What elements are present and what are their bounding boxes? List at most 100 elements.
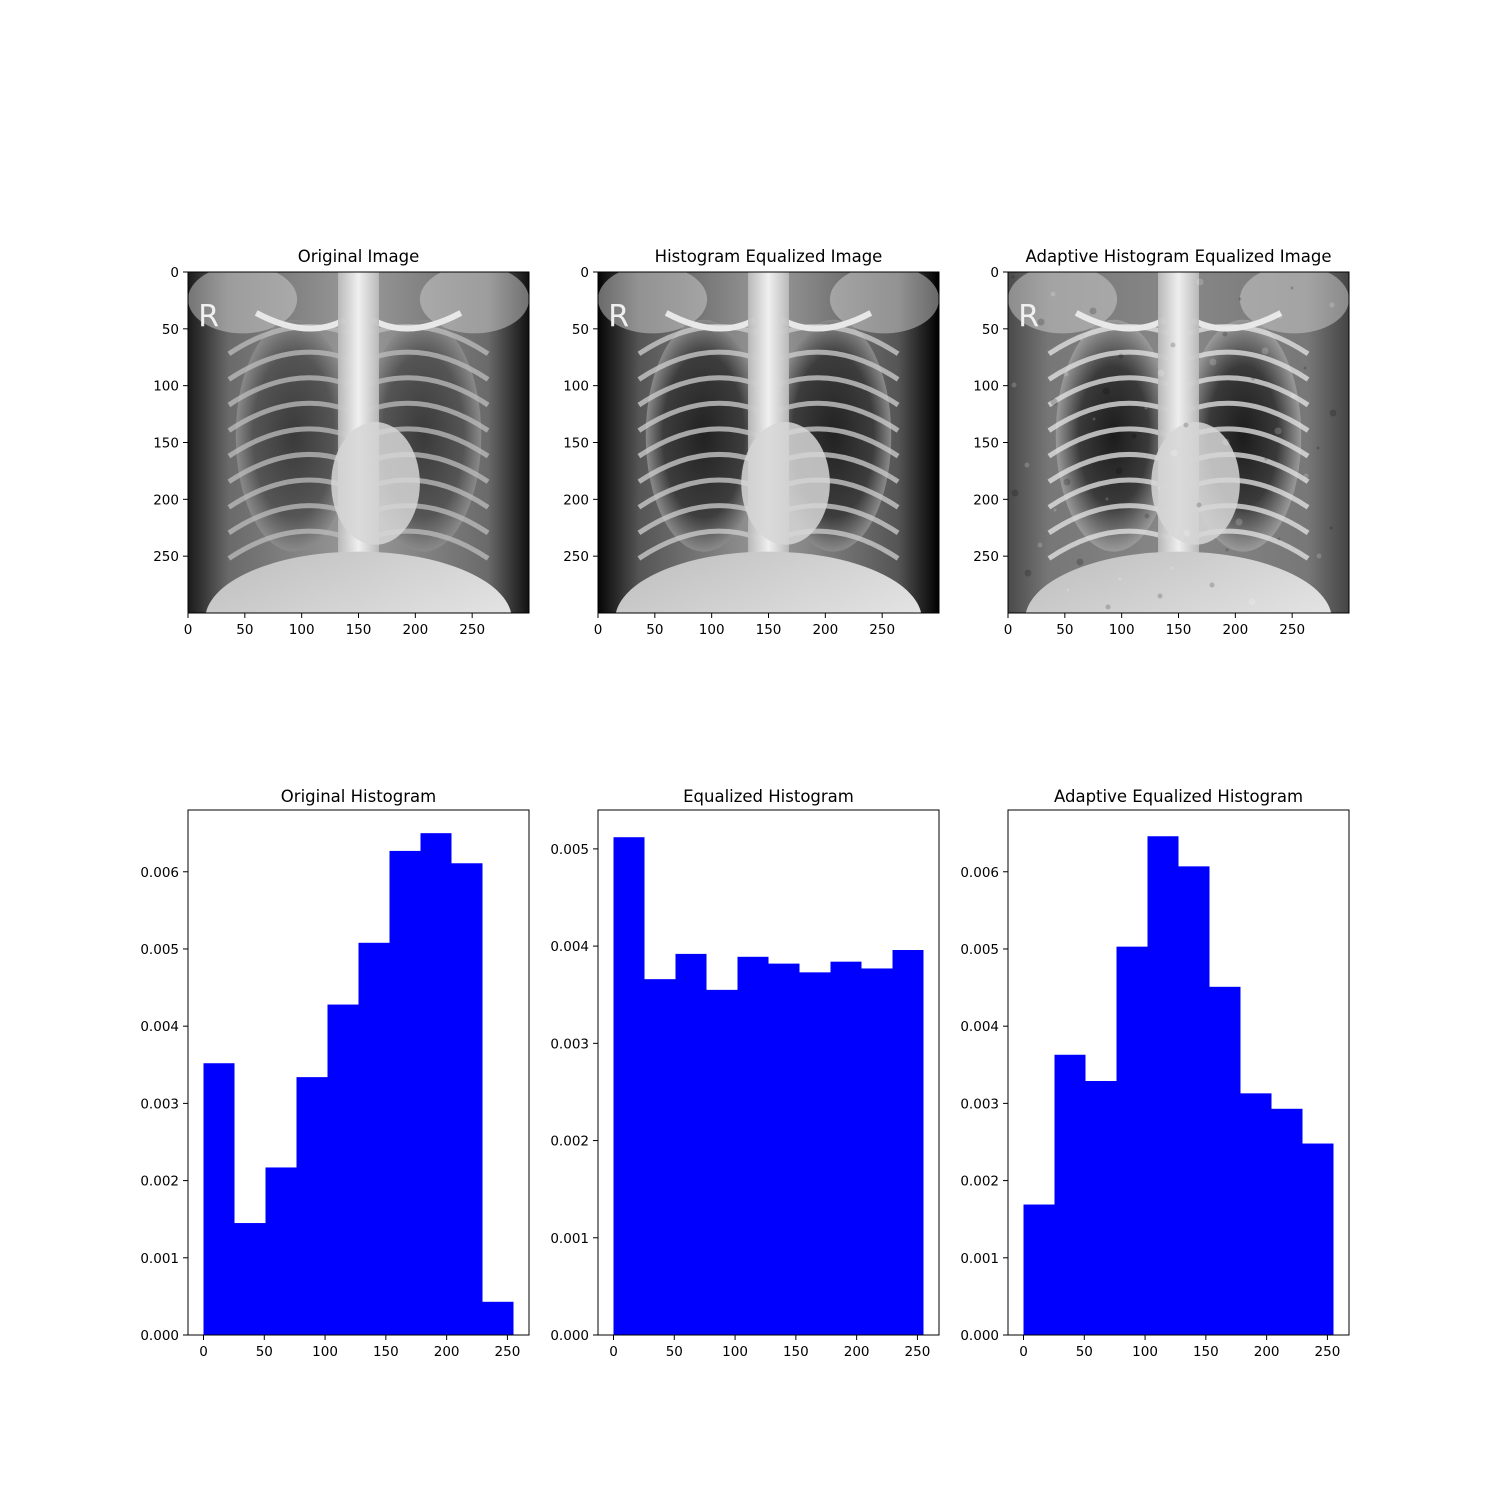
y-tick-label: 250 [153, 549, 179, 565]
histogram-bar [830, 961, 862, 1335]
image-panel-3: R Adaptive Histogram Equalized Image 0 50 10… [973, 247, 1350, 638]
histogram-bar [1271, 1108, 1303, 1335]
y-tick-label: 150 [973, 436, 999, 452]
heart-shadow [331, 422, 420, 545]
image-panel-title: Histogram Equalized Image [655, 247, 883, 266]
y-tick-label: 250 [563, 549, 589, 565]
histogram-panel-3: Adaptive Equalized Histogram 0 50 100 150 200… [960, 787, 1350, 1360]
x-tick-label: 200 [1222, 622, 1248, 638]
y-tick-label: 0 [990, 265, 999, 281]
x-tick-label: 100 [289, 622, 315, 638]
x-tick-label: 100 [699, 622, 725, 638]
x-tick-label: 150 [1193, 1344, 1219, 1360]
histogram-bar [892, 950, 924, 1335]
y-tick-label: 50 [982, 322, 999, 338]
axes-frame [1007, 809, 1350, 1336]
abdomen [1025, 551, 1332, 613]
x-tick-label: 250 [459, 622, 485, 638]
y-tick-label: 0.000 [140, 1328, 179, 1344]
x-tick-label: 150 [1166, 622, 1192, 638]
x-tick-label: 0 [609, 1344, 618, 1360]
x-tick-label: 150 [756, 622, 782, 638]
x-tick-label: 200 [402, 622, 428, 638]
histogram-bar [706, 989, 738, 1335]
histogram-bar [1054, 1054, 1086, 1335]
y-tick-label: 0.006 [960, 865, 999, 881]
image-marker-r: R [608, 300, 629, 335]
y-tick-label: 0.003 [140, 1096, 179, 1112]
y-tick-label: 0 [170, 265, 179, 281]
histogram-bar [482, 1301, 514, 1335]
y-tick-label: 0.001 [960, 1251, 999, 1267]
histogram-bar [768, 963, 800, 1335]
y-tick-label: 200 [563, 492, 589, 508]
x-tick-label: 250 [495, 1344, 521, 1360]
y-tick-label: 0.003 [960, 1096, 999, 1112]
xray-image: R [598, 272, 939, 613]
histogram-bar [265, 1167, 297, 1335]
histogram-bar [1302, 1143, 1334, 1335]
y-tick-label: 50 [162, 322, 179, 338]
histogram-panel-2: Equalized Histogram 0 50 100 150 200 250 0.000 0… [550, 787, 940, 1360]
y-tick-label: 150 [563, 436, 589, 452]
y-tick-label: 250 [973, 549, 999, 565]
y-tick-label: 0.003 [550, 1036, 589, 1052]
axes-frame [187, 809, 530, 1336]
histogram-bar [644, 979, 676, 1335]
x-tick-label: 50 [1056, 622, 1073, 638]
y-tick-label: 0.006 [140, 865, 179, 881]
x-tick-label: 50 [256, 1344, 273, 1360]
histogram-bar [1209, 986, 1241, 1335]
histogram-title: Original Histogram [281, 787, 436, 806]
histogram-bar [327, 1004, 359, 1335]
y-tick-label: 0.005 [140, 942, 179, 958]
histogram-bar [389, 850, 421, 1335]
y-tick-label: 0.002 [140, 1174, 179, 1190]
x-tick-label: 150 [783, 1344, 809, 1360]
image-panel-2: R Histogram Equalized Image 0 50 100 150 200 25… [563, 247, 940, 638]
histogram-bar [1116, 946, 1148, 1335]
y-tick-label: 0.004 [550, 939, 589, 955]
x-tick-label: 250 [1279, 622, 1305, 638]
y-tick-label: 0.005 [960, 942, 999, 958]
x-tick-label: 100 [312, 1344, 338, 1360]
x-tick-label: 0 [1019, 1344, 1028, 1360]
y-tick-label: 200 [153, 492, 179, 508]
histogram-bar [1147, 836, 1179, 1335]
x-tick-label: 50 [1076, 1344, 1093, 1360]
x-tick-label: 250 [1315, 1344, 1341, 1360]
image-panel-1: R Original Image 0 50 100 150 200 250 0 50 100 150 2… [153, 247, 530, 638]
y-tick-label: 0.001 [550, 1231, 589, 1247]
image-marker-r: R [1018, 300, 1039, 335]
histogram-bar [737, 956, 769, 1335]
x-tick-label: 0 [199, 1344, 208, 1360]
y-tick-label: 0 [580, 265, 589, 281]
xray-image: R [188, 272, 529, 613]
y-tick-label: 0.004 [140, 1019, 179, 1035]
x-tick-label: 250 [905, 1344, 931, 1360]
histogram-panel-1: Original Histogram 0 50 100 150 200 250 0.000 0.… [140, 787, 530, 1360]
y-tick-label: 100 [153, 379, 179, 395]
histogram-bar [358, 942, 390, 1335]
histogram-bar [799, 972, 831, 1335]
y-tick-label: 150 [153, 436, 179, 452]
axes-frame [597, 809, 940, 1336]
y-tick-label: 0.002 [550, 1134, 589, 1150]
y-tick-label: 0.004 [960, 1019, 999, 1035]
x-tick-label: 100 [1109, 622, 1135, 638]
y-tick-label: 100 [563, 379, 589, 395]
x-tick-label: 150 [373, 1344, 399, 1360]
y-tick-label: 0.002 [960, 1174, 999, 1190]
x-tick-label: 200 [1254, 1344, 1280, 1360]
x-tick-label: 0 [1004, 622, 1013, 638]
heart-shadow [741, 422, 830, 545]
x-tick-label: 0 [594, 622, 603, 638]
histogram-bar [451, 863, 483, 1335]
abdomen [615, 551, 922, 613]
histogram-title: Equalized Histogram [683, 787, 854, 806]
histogram-title: Adaptive Equalized Histogram [1054, 787, 1303, 806]
x-tick-label: 50 [236, 622, 253, 638]
y-tick-label: 50 [572, 322, 589, 338]
histogram-bar [1178, 866, 1210, 1335]
x-tick-label: 250 [869, 622, 895, 638]
